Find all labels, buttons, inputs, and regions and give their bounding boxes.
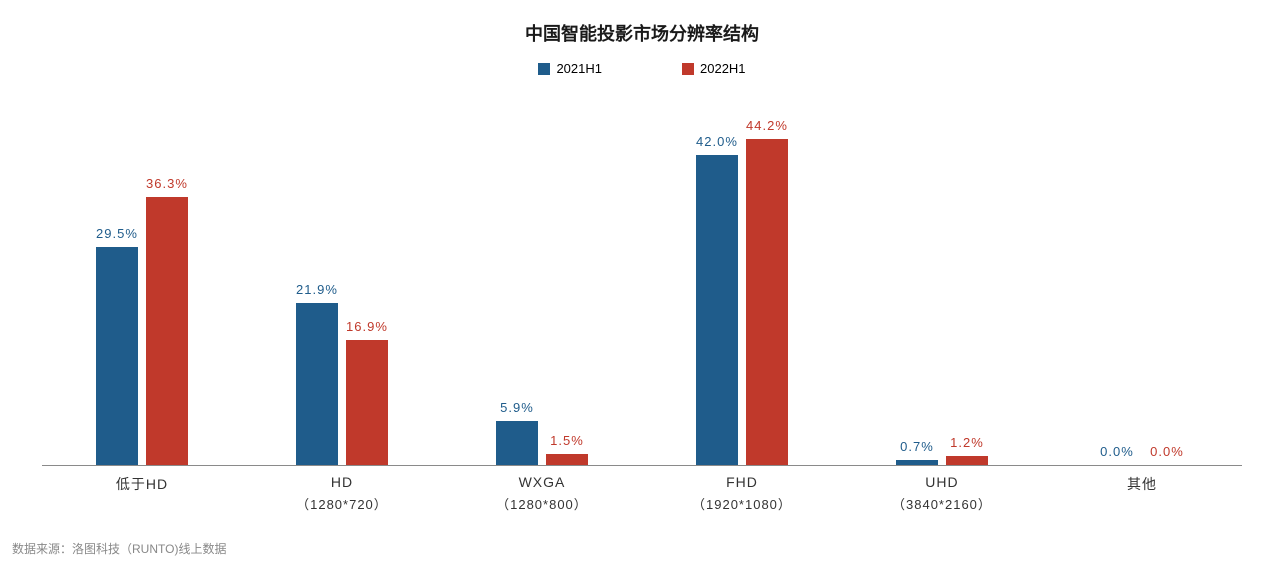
category-label: UHD bbox=[842, 474, 1042, 490]
bar-series0-cat3: 42.0% bbox=[696, 155, 738, 465]
bar-series0-cat0: 29.5% bbox=[96, 247, 138, 465]
bars-wrap: 0.7% 1.2% bbox=[896, 96, 988, 465]
bar-group-4: 0.7% 1.2% bbox=[842, 96, 1042, 465]
bar-label: 21.9% bbox=[296, 282, 338, 303]
source-note: 数据来源：洛图科技（RUNTO)线上数据 bbox=[12, 540, 226, 557]
bar-label: 29.5% bbox=[96, 226, 138, 247]
bar-group-2: 5.9% 1.5% bbox=[442, 96, 642, 465]
legend-item-series-0: 2021H1 bbox=[538, 61, 602, 76]
bar-label: 16.9% bbox=[346, 319, 388, 340]
chart-title: 中国智能投影市场分辨率结构 bbox=[40, 20, 1244, 46]
category-label: WXGA bbox=[442, 474, 642, 490]
bar-group-5: 0.0% 0.0% bbox=[1042, 96, 1242, 465]
bar-series0-cat2: 5.9% bbox=[496, 421, 538, 465]
bar-label: 44.2% bbox=[746, 118, 788, 139]
bar-series1-cat4: 1.2% bbox=[946, 456, 988, 465]
bar-label: 1.2% bbox=[950, 435, 984, 456]
bars-wrap: 42.0%44.2% bbox=[696, 96, 788, 465]
bar-series0-cat4: 0.7% bbox=[896, 460, 938, 465]
bar-series1-cat1: 16.9% bbox=[346, 340, 388, 465]
bar-label: 42.0% bbox=[696, 134, 738, 155]
bar-label: 0.0% bbox=[1150, 444, 1184, 465]
legend-swatch-1 bbox=[682, 63, 694, 75]
bar-series1-cat0: 36.3% bbox=[146, 197, 188, 465]
legend-label-0: 2021H1 bbox=[556, 61, 602, 76]
category-sublabel: （1280*720） bbox=[242, 494, 442, 513]
x-tick-2: WXGA （1280*800） bbox=[442, 474, 642, 513]
bar-series1-cat2: 1.5% bbox=[546, 454, 588, 465]
legend-item-series-1: 2022H1 bbox=[682, 61, 746, 76]
category-label: FHD bbox=[642, 474, 842, 490]
legend-swatch-0 bbox=[538, 63, 550, 75]
bar-label: 36.3% bbox=[146, 176, 188, 197]
x-tick-3: FHD （1920*1080） bbox=[642, 474, 842, 513]
bars-wrap: 0.0% 0.0% bbox=[1096, 96, 1188, 465]
legend: 2021H1 2022H1 bbox=[40, 61, 1244, 76]
x-tick-1: HD （1280*720） bbox=[242, 474, 442, 513]
bar-group-0: 29.5%36.3% bbox=[42, 96, 242, 465]
legend-label-1: 2022H1 bbox=[700, 61, 746, 76]
plot-area: 29.5%36.3%21.9%16.9%5.9%1.5%42.0%44.2%0.… bbox=[42, 96, 1242, 466]
category-sublabel: （3840*2160） bbox=[842, 494, 1042, 513]
bars-wrap: 29.5%36.3% bbox=[96, 96, 188, 465]
x-tick-0: 低于HD bbox=[42, 474, 242, 494]
bar-group-1: 21.9%16.9% bbox=[242, 96, 442, 465]
x-tick-4: UHD （3840*2160） bbox=[842, 474, 1042, 513]
bar-label: 0.0% bbox=[1100, 444, 1134, 465]
category-label: 其他 bbox=[1042, 474, 1242, 494]
chart-container: 中国智能投影市场分辨率结构 2021H1 2022H1 29.5%36.3%21… bbox=[0, 0, 1284, 567]
bar-label: 5.9% bbox=[500, 400, 534, 421]
category-sublabel: （1280*800） bbox=[442, 494, 642, 513]
bar-series0-cat1: 21.9% bbox=[296, 303, 338, 465]
x-axis: 低于HDHD （1280*720）WXGA （1280*800）FHD （1920*1… bbox=[42, 474, 1242, 524]
category-label: HD bbox=[242, 474, 442, 490]
bar-series1-cat3: 44.2% bbox=[746, 139, 788, 465]
bar-label: 0.7% bbox=[900, 439, 934, 460]
bars-wrap: 5.9% 1.5% bbox=[496, 96, 588, 465]
bar-group-3: 42.0%44.2% bbox=[642, 96, 842, 465]
category-sublabel: （1920*1080） bbox=[642, 494, 842, 513]
bar-label: 1.5% bbox=[550, 433, 584, 454]
x-tick-5: 其他 bbox=[1042, 474, 1242, 494]
bars-wrap: 21.9%16.9% bbox=[296, 96, 388, 465]
category-label: 低于HD bbox=[42, 474, 242, 494]
